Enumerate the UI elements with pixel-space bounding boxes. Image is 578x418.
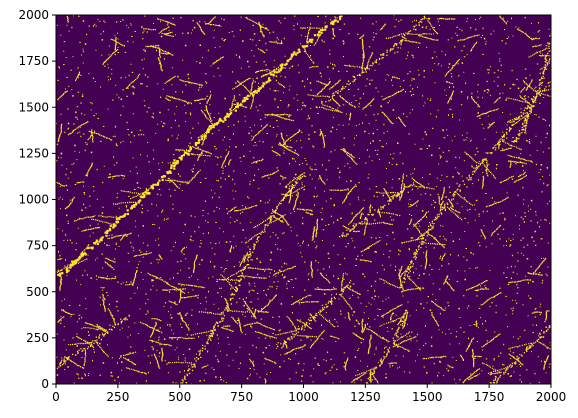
y-tick-label: 500: [26, 285, 49, 299]
x-tick-label: 1000: [288, 390, 319, 404]
x-tick-label: 250: [106, 390, 129, 404]
y-tick-label: 1000: [18, 193, 49, 207]
y-tick-label: 2000: [18, 8, 49, 22]
x-tick-label: 2000: [536, 390, 567, 404]
y-tick-label: 0: [41, 377, 49, 391]
image-background: [56, 15, 551, 384]
y-tick-label: 1750: [18, 54, 49, 68]
y-tick-label: 1250: [18, 146, 49, 160]
x-tick-label: 500: [168, 390, 191, 404]
y-axis: 0 250 500 750 1000 1250 1500 1750 2000: [18, 8, 56, 391]
x-tick-label: 1750: [474, 390, 505, 404]
y-tick-label: 750: [26, 239, 49, 253]
x-tick-label: 750: [230, 390, 253, 404]
x-tick-label: 1500: [412, 390, 443, 404]
y-tick-label: 1500: [18, 100, 49, 114]
x-axis: 0 250 500 750 1000 1250 1500 1750 2000: [52, 384, 566, 404]
x-tick-label: 0: [52, 390, 60, 404]
raster-image: [56, 15, 553, 386]
x-tick-label: 1250: [350, 390, 381, 404]
y-tick-label: 250: [26, 331, 49, 345]
